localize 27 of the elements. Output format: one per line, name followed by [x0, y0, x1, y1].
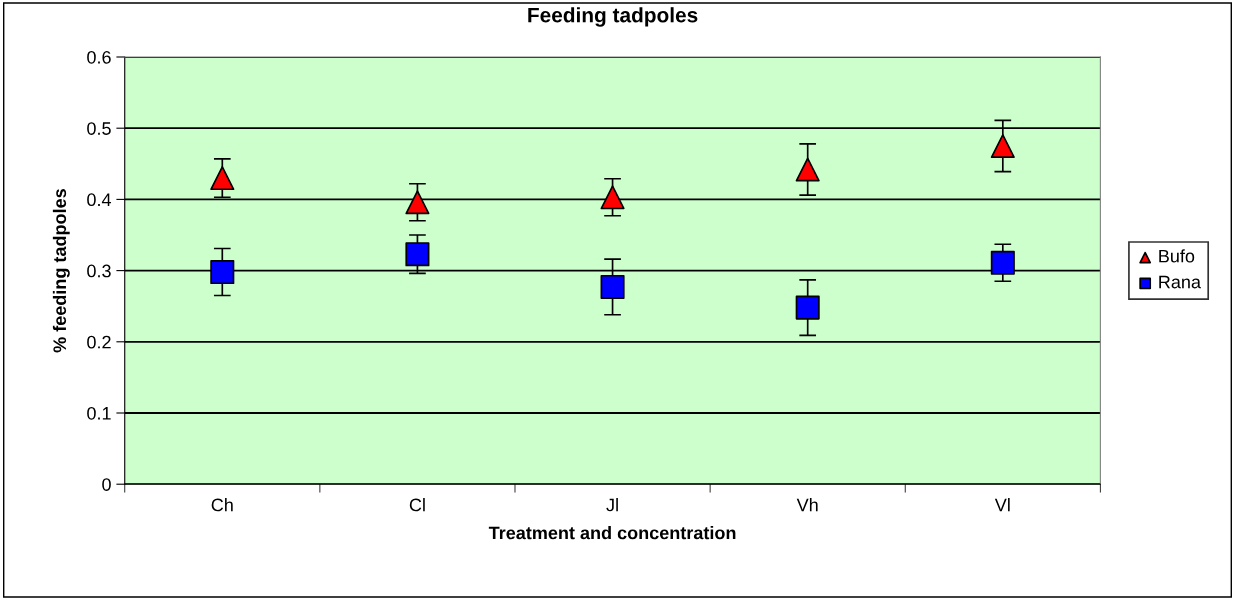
chart-title: Feeding tadpoles [528, 7, 698, 27]
y-axis-title: % feeding tadpoles [52, 189, 70, 353]
point [600, 274, 625, 300]
point [795, 157, 820, 182]
y-tick-label: 0.6 [87, 50, 111, 64]
y-tick-label: 0.2 [87, 335, 111, 349]
y-tick-label: 0 [102, 478, 111, 491]
x-tick-label: Cl [409, 498, 425, 512]
point [405, 242, 430, 267]
x-tick-label: Vh [796, 498, 818, 512]
y-tick-label: 0.1 [87, 406, 111, 420]
point [795, 295, 820, 320]
x-axis-title: Treatment and concentration [488, 526, 736, 540]
point [210, 166, 235, 191]
x-tick-label: Ch [211, 498, 233, 512]
legend-label: Bufo [1159, 249, 1195, 263]
point [600, 185, 625, 210]
point [990, 133, 1015, 159]
point [990, 250, 1015, 275]
y-tick-label: 0.3 [87, 264, 111, 278]
y-tick-label: 0.4 [87, 193, 112, 207]
x-tick-label: Vl [994, 498, 1010, 512]
point [405, 190, 430, 215]
y-tick-label: 0.5 [87, 122, 111, 135]
point [210, 259, 235, 285]
legend-label: Rana [1159, 275, 1201, 289]
x-tick-label: Jl [606, 498, 618, 512]
